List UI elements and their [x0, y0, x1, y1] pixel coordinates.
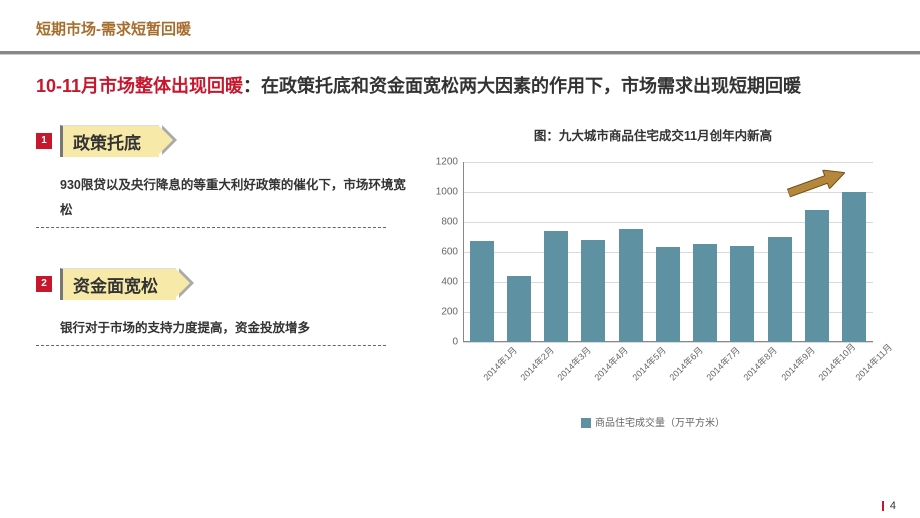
point-underline-1	[36, 223, 386, 228]
point-desc-1: 930限贷以及央行降息的等重大利好政策的催化下，市场环境宽松	[36, 169, 406, 223]
point-chip-1: 政策托底	[60, 125, 159, 157]
chart-gridline	[463, 342, 873, 343]
chart-bar	[507, 276, 531, 342]
summary-rest: ：在政策托底和资金面宽松两大因素的作用下，市场需求出现短期回暖	[243, 76, 801, 96]
footer-accent-bar	[882, 501, 884, 511]
page-header-title: 短期市场-需求短暂回暖	[36, 18, 920, 39]
chart-bar	[619, 229, 643, 342]
chart-bar	[842, 192, 866, 342]
chart-y-label: 800	[418, 216, 458, 227]
legend-swatch	[581, 418, 591, 428]
left-column: 1 政策托底 930限贷以及央行降息的等重大利好政策的催化下，市场环境宽松 2 …	[36, 125, 406, 429]
point-num-1: 1	[36, 133, 52, 149]
point-underline-2	[36, 341, 386, 346]
chart-bar	[805, 210, 829, 342]
point-num-2: 2	[36, 276, 52, 292]
chart-bar	[581, 240, 605, 342]
chart-bar	[544, 231, 568, 342]
chart-y-label: 600	[418, 246, 458, 257]
chart-bar	[656, 247, 680, 342]
chart-bar	[730, 246, 754, 342]
chart-y-label: 1200	[418, 156, 458, 167]
point-1: 1 政策托底 930限贷以及央行降息的等重大利好政策的催化下，市场环境宽松	[36, 125, 406, 228]
point-2: 2 资金面宽松 银行对于市场的支持力度提高，资金投放增多	[36, 268, 406, 346]
right-column: 图：九大城市商品住宅成交11月创年内新高 0200400600800100012…	[406, 125, 900, 429]
chart-y-label: 400	[418, 276, 458, 287]
legend-label: 商品住宅成交量（万平方米）	[595, 418, 725, 429]
chart-y-label: 200	[418, 306, 458, 317]
chart-y-label: 0	[418, 336, 458, 347]
page-number: 4	[890, 500, 896, 512]
chart-y-label: 1000	[418, 186, 458, 197]
page-footer: 4	[882, 500, 896, 512]
chart-title: 图：九大城市商品住宅成交11月创年内新高	[406, 125, 900, 144]
chart-x-labels: 2014年1月2014年2月2014年3月2014年4月2014年5月2014年…	[463, 344, 873, 412]
point-chip-2: 资金面宽松	[60, 268, 176, 300]
point-desc-2: 银行对于市场的支持力度提高，资金投放增多	[36, 312, 406, 341]
chart-bar	[693, 244, 717, 342]
chart-bar	[768, 237, 792, 342]
summary-block: 10-11月市场整体出现回暖：在政策托底和资金面宽松两大因素的作用下，市场需求出…	[0, 54, 920, 125]
chart-bar	[470, 241, 494, 342]
summary-highlight: 10-11月市场整体出现回暖	[36, 76, 243, 96]
bar-chart: 0200400600800100012002014年1月2014年2月2014年…	[423, 152, 883, 412]
